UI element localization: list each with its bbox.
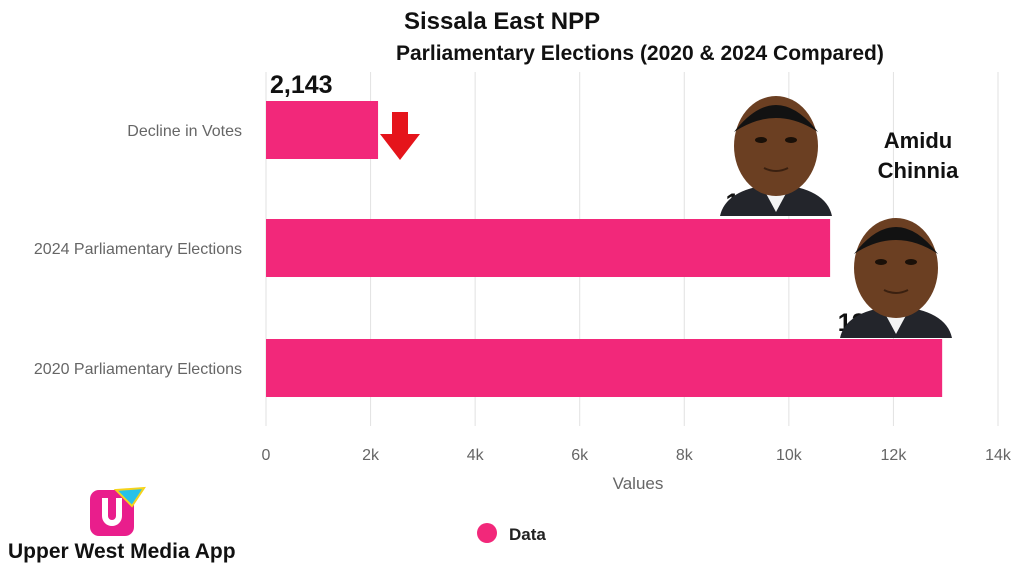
person-photo <box>840 218 952 338</box>
eye <box>785 137 797 143</box>
eye <box>905 259 917 265</box>
eye <box>875 259 887 265</box>
hair <box>734 105 818 132</box>
brand-name: Upper West Media App <box>8 540 236 563</box>
bar <box>266 219 831 277</box>
y-category-label: Decline in Votes <box>127 123 242 140</box>
y-category-label: 2020 Parliamentary Elections <box>34 361 242 378</box>
bar-value-label: 2,143 <box>270 71 333 99</box>
x-tick-label: 4k <box>467 447 485 464</box>
person-photo <box>720 96 832 216</box>
person-name: Amidu Chinnia <box>868 126 968 186</box>
x-tick-label: 14k <box>985 447 1012 464</box>
mouth <box>763 167 789 172</box>
bar <box>266 339 943 397</box>
x-tick-label: 10k <box>776 447 803 464</box>
x-tick-label: 2k <box>362 447 380 464</box>
eye <box>755 137 767 143</box>
x-tick-label: 12k <box>881 447 908 464</box>
x-axis-label: Values <box>613 474 664 493</box>
hair <box>854 227 938 254</box>
chart-subtitle: Parliamentary Elections (2020 & 2024 Com… <box>396 42 884 65</box>
x-tick-label: 8k <box>676 447 694 464</box>
brand-logo <box>90 486 146 536</box>
decline-arrow-icon <box>380 112 420 160</box>
y-category-label: 2024 Parliamentary Elections <box>34 241 242 258</box>
mouth <box>883 289 909 294</box>
legend-marker <box>477 523 497 543</box>
x-tick-label: 6k <box>571 447 589 464</box>
person-name-first: Amidu <box>883 128 953 153</box>
chart-title: Sissala East NPP <box>404 8 601 35</box>
legend-label: Data <box>509 525 546 544</box>
person-name-last: Chinnia <box>877 158 959 183</box>
x-tick-label: 0 <box>262 447 271 464</box>
bar <box>266 101 379 159</box>
